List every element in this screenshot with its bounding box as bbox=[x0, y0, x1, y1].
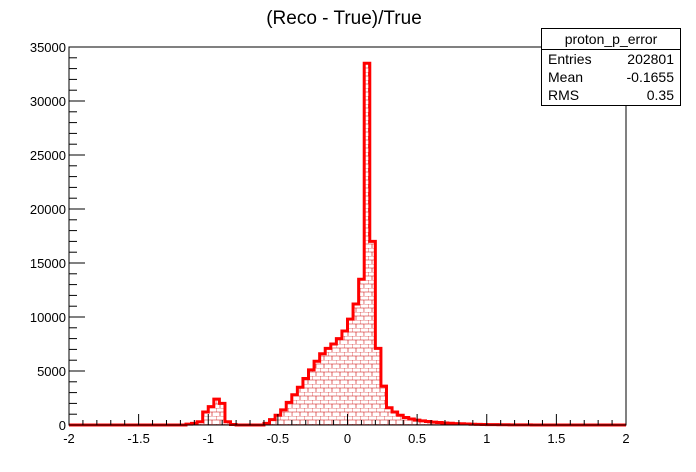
x-tick-label: -2 bbox=[63, 431, 75, 446]
stats-label: RMS bbox=[548, 87, 580, 103]
histogram-bin bbox=[341, 331, 348, 425]
y-tick-label: 10000 bbox=[30, 310, 66, 325]
x-tick-label: -1 bbox=[202, 431, 214, 446]
histogram-bin bbox=[291, 394, 298, 425]
histogram-bin bbox=[364, 63, 370, 425]
histogram-bin bbox=[408, 419, 415, 425]
histogram-bin bbox=[392, 412, 398, 425]
histogram-bin bbox=[297, 387, 303, 425]
histogram-bin bbox=[358, 279, 365, 425]
histogram-bin bbox=[319, 353, 326, 425]
histogram-bin bbox=[269, 419, 276, 425]
histogram-bin bbox=[419, 420, 426, 425]
histogram-bin bbox=[369, 241, 376, 425]
histogram-bin bbox=[286, 402, 292, 425]
histogram-bin bbox=[224, 421, 231, 425]
x-tick-label: 0.5 bbox=[408, 431, 426, 446]
y-axis: 0 5000 10000 15000 20000 25000 30000 35000 bbox=[30, 40, 85, 433]
stats-row-entries: Entries 202801 bbox=[542, 50, 680, 68]
histogram-bin bbox=[219, 403, 225, 425]
histogram-bin bbox=[336, 338, 342, 425]
histogram-bin bbox=[302, 378, 309, 425]
x-tick-label: 1 bbox=[483, 431, 490, 446]
stats-value: 202801 bbox=[627, 51, 674, 67]
histogram-bin bbox=[308, 369, 315, 425]
stats-value: 0.35 bbox=[646, 87, 674, 103]
y-tick-label: 35000 bbox=[30, 40, 66, 55]
y-tick-label: 5000 bbox=[37, 364, 66, 379]
y-tick-label: 15000 bbox=[30, 256, 66, 271]
histogram-bin bbox=[386, 407, 393, 425]
histogram-bin bbox=[380, 386, 387, 425]
x-tick-label: 1.5 bbox=[547, 431, 565, 446]
x-tick-label: -1.5 bbox=[127, 431, 149, 446]
stats-value: -0.1655 bbox=[626, 69, 674, 85]
y-tick-label: 20000 bbox=[30, 202, 66, 217]
stats-row-mean: Mean -0.1655 bbox=[542, 68, 680, 86]
x-axis: -2 -1.5 -1 -0.5 0 0.5 1 1.5 2 bbox=[63, 414, 630, 446]
stats-row-rms: RMS 0.35 bbox=[542, 86, 680, 104]
histogram-bin bbox=[325, 348, 331, 425]
x-tick-label: 0 bbox=[344, 431, 351, 446]
stats-label: Mean bbox=[548, 69, 584, 85]
y-tick-label: 0 bbox=[59, 418, 66, 433]
histogram-bin bbox=[397, 415, 404, 425]
histogram-bin bbox=[280, 409, 287, 425]
histogram-bin bbox=[202, 412, 209, 425]
stats-box: proton_p_error Entries 202801 Mean -0.16… bbox=[541, 28, 681, 106]
histogram-bin bbox=[403, 417, 409, 425]
stats-label: Entries bbox=[548, 51, 592, 67]
stats-title: proton_p_error bbox=[542, 29, 680, 50]
x-tick-label: 2 bbox=[622, 431, 629, 446]
histogram-bin bbox=[197, 421, 203, 425]
histogram-bin bbox=[347, 319, 354, 425]
y-tick-label: 30000 bbox=[30, 94, 66, 109]
histogram-bin bbox=[425, 421, 432, 425]
x-tick-label: -0.5 bbox=[267, 431, 289, 446]
histogram-bin bbox=[208, 406, 214, 425]
y-tick-label: 25000 bbox=[30, 148, 66, 163]
histogram-bin bbox=[314, 361, 320, 425]
histogram-bin bbox=[330, 344, 337, 425]
chart-title: (Reco - True)/True bbox=[266, 8, 422, 29]
histogram-bin bbox=[353, 304, 359, 425]
histogram-bin bbox=[213, 399, 220, 425]
histogram-bin bbox=[375, 348, 381, 425]
